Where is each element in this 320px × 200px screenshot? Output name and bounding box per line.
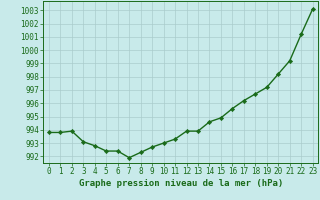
X-axis label: Graphe pression niveau de la mer (hPa): Graphe pression niveau de la mer (hPa) (79, 179, 283, 188)
